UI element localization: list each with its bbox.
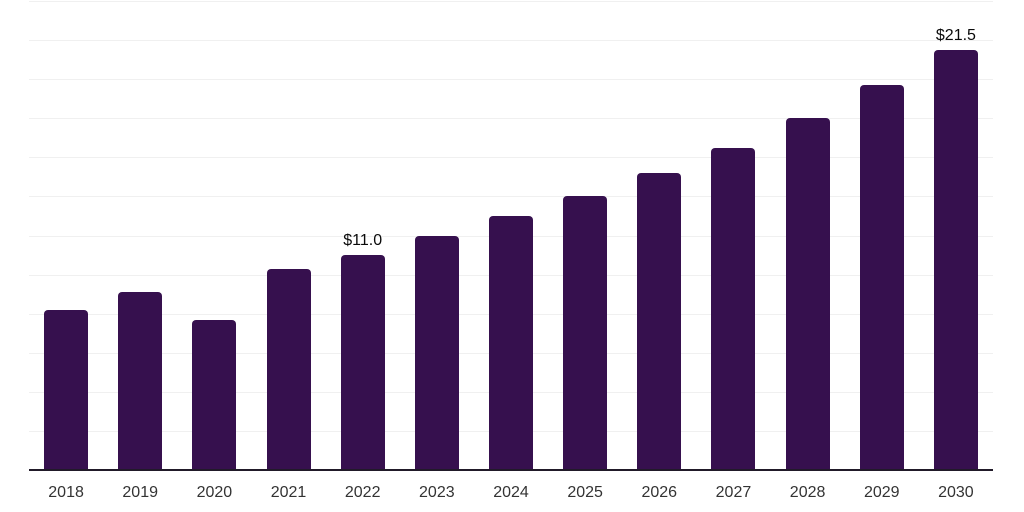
gridline-y18 bbox=[29, 118, 993, 120]
x-tick-label-2023: 2023 bbox=[419, 484, 455, 501]
bar-2018 bbox=[44, 309, 89, 470]
x-tick-label-2021: 2021 bbox=[270, 484, 307, 501]
x-tick-label-2025: 2025 bbox=[567, 484, 603, 501]
x-tick-label-2030: 2030 bbox=[938, 484, 974, 501]
bar-2030 bbox=[933, 49, 978, 470]
x-tick-label-2018: 2018 bbox=[48, 484, 84, 501]
bar-2029 bbox=[859, 85, 904, 470]
bar-2019 bbox=[118, 292, 163, 470]
bar-2024 bbox=[489, 215, 533, 470]
bar-2023 bbox=[414, 235, 459, 470]
x-tick-label-2020: 2020 bbox=[196, 484, 233, 501]
x-tick-label-2027: 2027 bbox=[715, 484, 752, 501]
x-tick-label-2029: 2029 bbox=[863, 484, 900, 501]
bar-2027 bbox=[711, 147, 756, 470]
bar-2025 bbox=[563, 196, 608, 470]
gridline-y24 bbox=[29, 1, 993, 2]
x-tick-label-2026: 2026 bbox=[641, 484, 678, 501]
x-tick-label-2022: 2022 bbox=[344, 484, 381, 501]
x-tick-label-2024: 2024 bbox=[493, 484, 529, 501]
gridline-y20 bbox=[29, 79, 993, 81]
x-axis-line bbox=[29, 469, 993, 471]
bar-2028 bbox=[785, 118, 830, 470]
data-label-2030: $21.5 bbox=[935, 26, 976, 44]
bar-2026 bbox=[637, 172, 682, 470]
gridline-y16 bbox=[29, 157, 993, 159]
x-tick-label-2019: 2019 bbox=[122, 484, 158, 501]
gridline-y22 bbox=[29, 40, 993, 42]
bar-2020 bbox=[192, 319, 237, 470]
data-label-2022: $11.0 bbox=[343, 232, 383, 250]
bar-2022 bbox=[340, 255, 385, 470]
x-tick-label-2028: 2028 bbox=[789, 484, 826, 501]
gridline-y14 bbox=[29, 196, 993, 198]
bar-2021 bbox=[266, 268, 311, 470]
